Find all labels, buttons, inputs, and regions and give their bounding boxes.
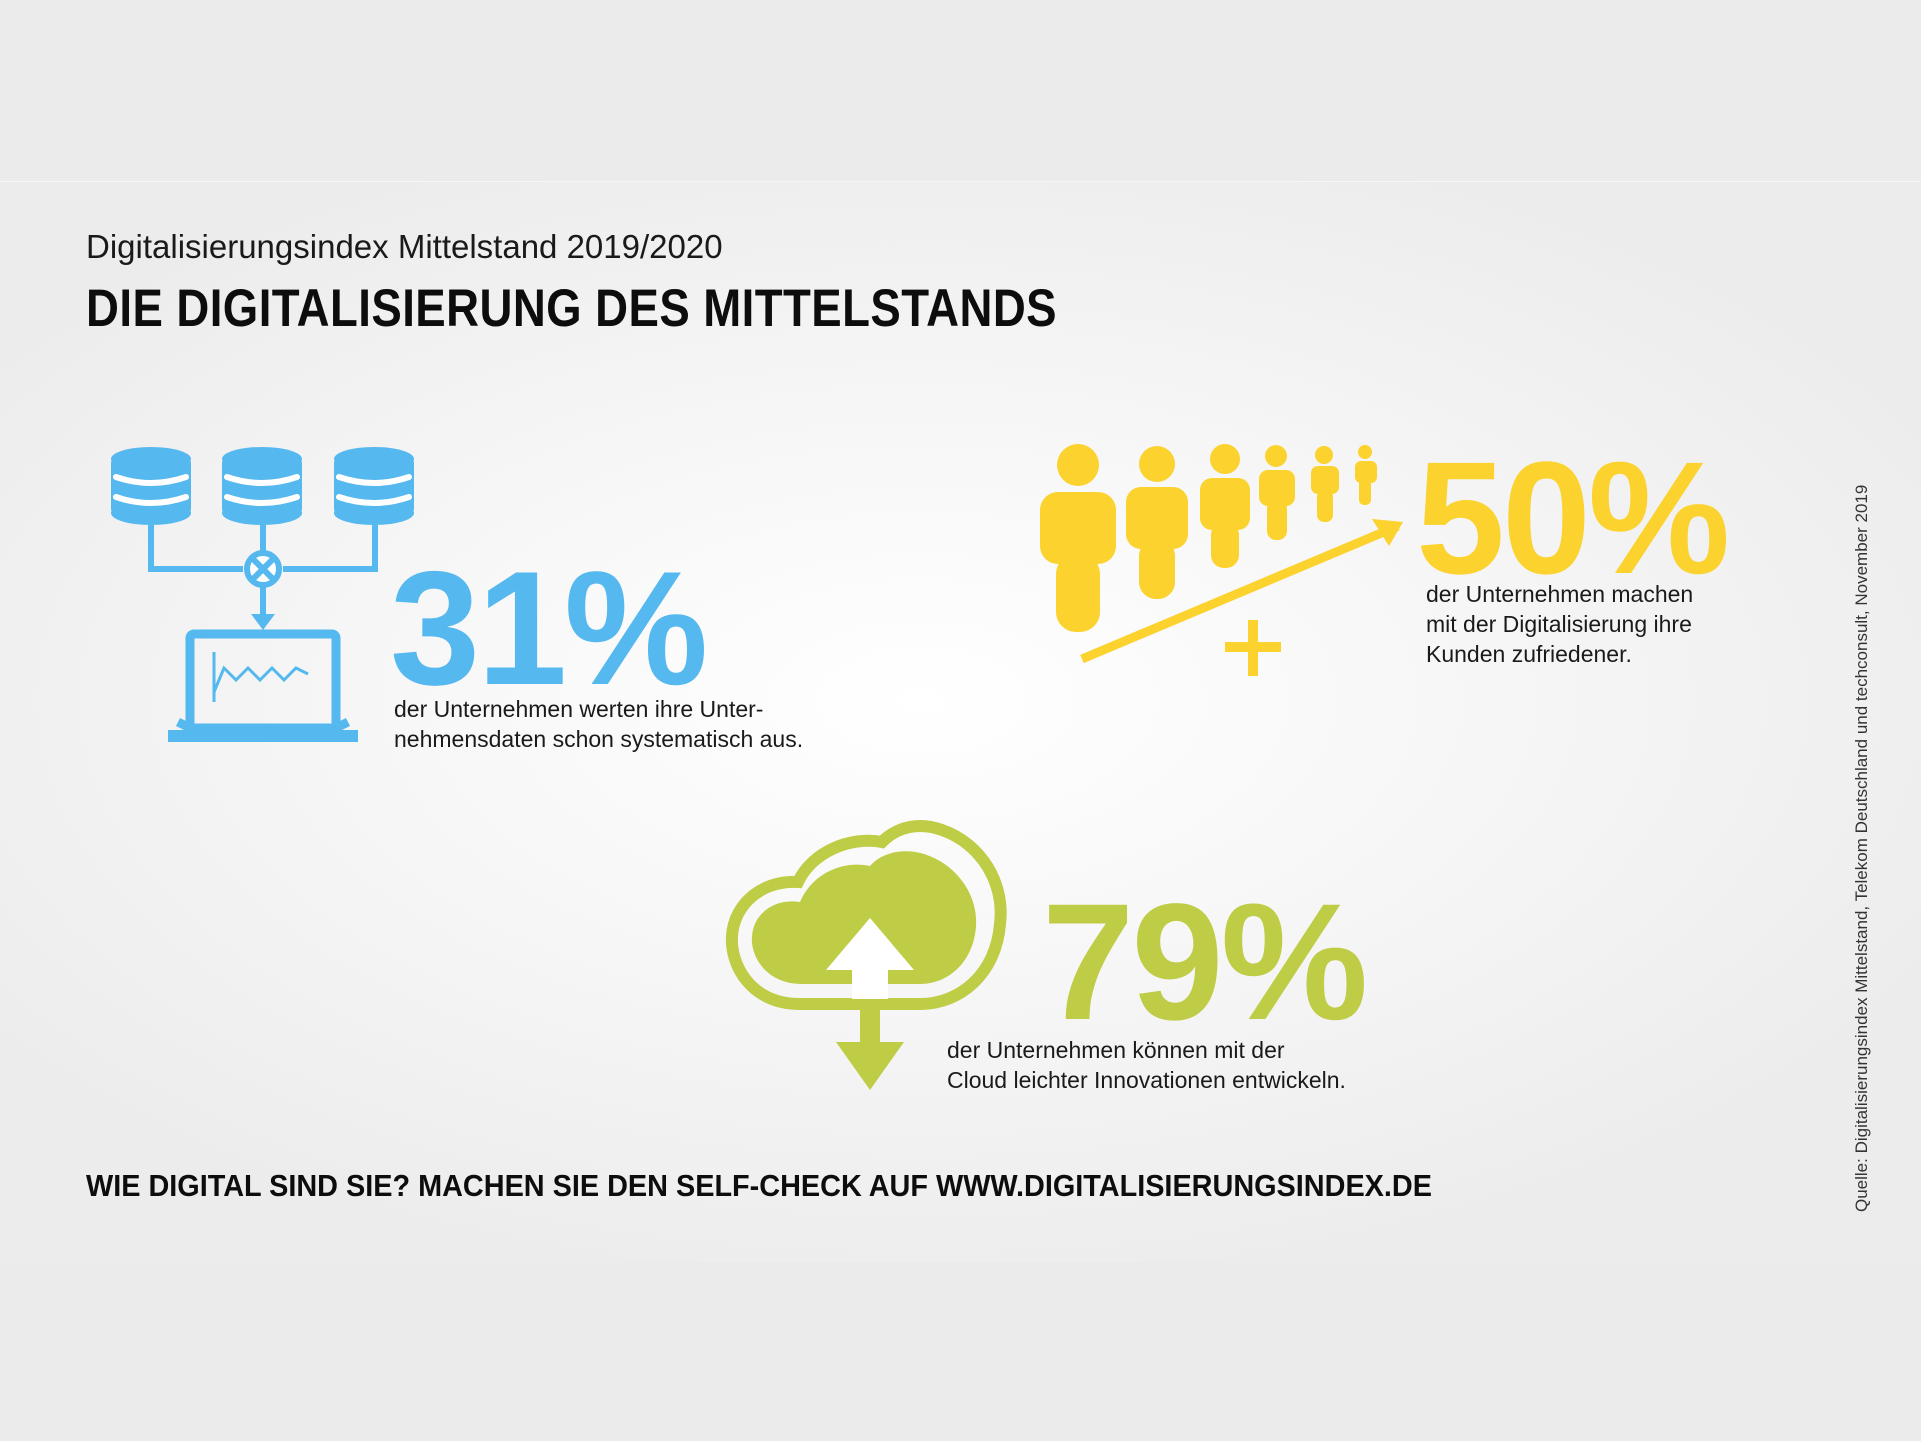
cloud-upload-icon	[725, 820, 1007, 1090]
stat-value-79: 79%	[1042, 870, 1368, 1055]
stat-description-50: der Unternehmen machen mit der Digitalis…	[1426, 581, 1694, 667]
stat-description-31: der Unternehmen werten ihre Unter- nehme…	[394, 696, 804, 752]
infographic-card	[0, 181, 1921, 1262]
stat-value-50: 50%	[1416, 428, 1730, 607]
stat-description-79: der Unternehmen können mit der Cloud lei…	[947, 1037, 1346, 1093]
stat-value-31: 31%	[390, 538, 708, 719]
source-note: Quelle: Digitalisierungsindex Mittelstan…	[1852, 484, 1871, 1212]
page-title: DIE DIGITALISIERUNG DES MITTELSTANDS	[86, 279, 1057, 338]
subtitle: Digitalisierungsindex Mittelstand 2019/2…	[86, 228, 723, 265]
people-growth-icon	[1040, 444, 1403, 676]
database-laptop-icon	[111, 447, 414, 742]
self-check-cta: WIE DIGITAL SIND SIE? MACHEN SIE DEN SEL…	[86, 1168, 1432, 1203]
